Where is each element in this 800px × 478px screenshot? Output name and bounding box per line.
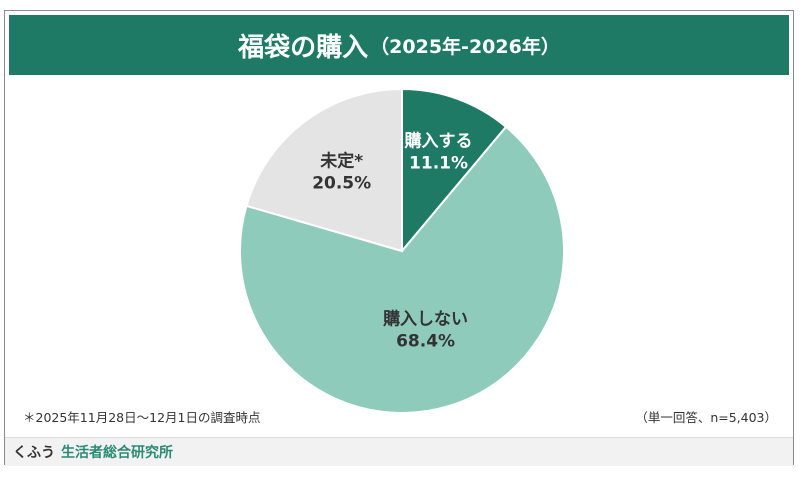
slice-label: 購入しない — [383, 308, 468, 329]
brand-org-name: 生活者総合研究所 — [61, 445, 173, 461]
chart-title: 福袋の購入 — [238, 32, 369, 63]
pie-slices — [239, 87, 565, 414]
slice-label: 購入する — [405, 131, 473, 152]
slice-value-label: 11.1% — [409, 154, 468, 174]
chart-frame: 福袋の購入 （2025年-2026年） 購入する 11.1% 購入しない 68.4% 未… — [4, 10, 794, 466]
footer: くふう 生活者総合研究所 — [5, 437, 793, 466]
pie-slice — [401, 87, 508, 254]
slice-label: 未定* — [319, 151, 363, 172]
pie-slice — [245, 87, 403, 253]
chart-subtitle: （2025年-2026年） — [370, 35, 560, 58]
sample-size-note: （単一回答、n=5,403） — [635, 410, 777, 425]
title-bar: 福袋の購入 （2025年-2026年） — [9, 15, 789, 75]
slice-value-label: 20.5% — [312, 174, 371, 194]
slice-value-label: 68.4% — [396, 331, 455, 351]
brand-name: くふう — [13, 445, 55, 461]
survey-date-note: ＊2025年11月28日〜12月1日の調査時点 — [23, 410, 261, 425]
pie-slice — [239, 125, 565, 414]
